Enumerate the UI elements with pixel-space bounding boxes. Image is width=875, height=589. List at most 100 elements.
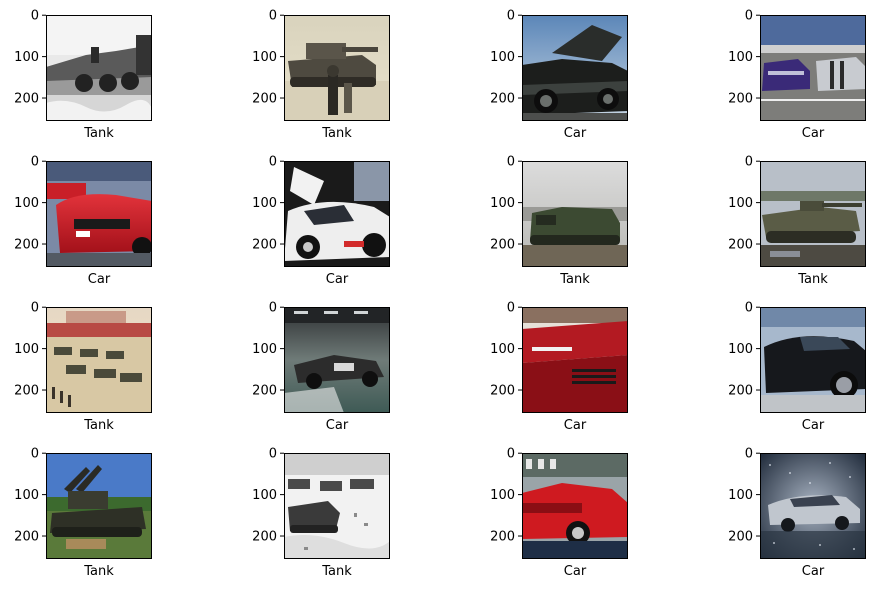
axes-frame xyxy=(522,453,628,559)
y-tick-label: 100 xyxy=(252,488,277,503)
y-tick-label: 0 xyxy=(31,9,39,24)
panel-14: 0 100 200 Tank xyxy=(252,447,390,579)
y-tick-label: 100 xyxy=(14,50,39,65)
y-tick-label: 200 xyxy=(728,384,753,399)
panel-image xyxy=(522,307,628,413)
y-tick-label: 100 xyxy=(252,342,277,357)
y-tick-label: 200 xyxy=(490,530,515,545)
panel-2: 0 100 200 Tank xyxy=(252,9,390,141)
panel-7: 0 100 200 Tank xyxy=(490,155,628,287)
y-tick-label: 100 xyxy=(252,50,277,65)
y-tick-label: 200 xyxy=(728,238,753,253)
y-tick-label: 100 xyxy=(14,488,39,503)
y-tick-label: 0 xyxy=(269,9,277,24)
y-tick-label: 200 xyxy=(252,92,277,107)
panel-13: 0 100 200 Tank xyxy=(14,447,152,579)
panel-image xyxy=(522,161,628,267)
y-tick-label: 0 xyxy=(31,447,39,462)
y-tick-label: 200 xyxy=(490,384,515,399)
y-tick-label: 200 xyxy=(14,384,39,399)
panel-16: 0 100 200 Car xyxy=(728,447,866,579)
axes-frame xyxy=(284,15,390,121)
y-tick-label: 0 xyxy=(507,301,515,316)
y-tick-label: 0 xyxy=(269,155,277,170)
panel-label: Car xyxy=(326,272,349,287)
panel-12: 0 100 200 Car xyxy=(728,301,866,433)
y-tick-label: 100 xyxy=(728,196,753,211)
y-tick-label: 100 xyxy=(728,488,753,503)
panel-label: Car xyxy=(564,564,587,579)
panel-label: Tank xyxy=(83,564,114,579)
panel-10: 0 100 200 Car xyxy=(252,301,390,433)
panel-8: 0 100 200 Tank xyxy=(728,155,866,287)
y-tick-label: 0 xyxy=(269,301,277,316)
panel-image xyxy=(760,15,866,121)
axes-frame xyxy=(522,307,628,413)
panel-1: 0 100 200 Tank xyxy=(14,9,152,141)
panel-label: Car xyxy=(88,272,111,287)
y-tick-label: 200 xyxy=(252,384,277,399)
panel-label: Tank xyxy=(321,564,352,579)
panel-label: Car xyxy=(802,418,825,433)
y-tick-label: 100 xyxy=(728,50,753,65)
y-tick-label: 200 xyxy=(252,238,277,253)
panel-label: Car xyxy=(564,126,587,141)
y-tick-label: 200 xyxy=(14,238,39,253)
y-tick-label: 0 xyxy=(745,301,753,316)
y-tick-label: 0 xyxy=(507,9,515,24)
panel-image xyxy=(760,453,866,559)
panel-6: 0 100 200 Car xyxy=(252,155,390,287)
y-tick-label: 100 xyxy=(490,50,515,65)
axes-frame xyxy=(284,453,390,559)
axes-frame xyxy=(284,307,390,413)
panel-label: Tank xyxy=(559,272,590,287)
axes-frame xyxy=(46,15,152,121)
y-tick-label: 200 xyxy=(728,530,753,545)
panel-label: Tank xyxy=(83,126,114,141)
axes-frame xyxy=(46,161,152,267)
axes-frame xyxy=(760,453,866,559)
panel-image xyxy=(522,15,628,121)
panels-layer: 0 100 200 Tank 0 100 200 Tank 0 100 200 Car 0 100 200 C… xyxy=(14,9,866,579)
y-tick-label: 0 xyxy=(745,447,753,462)
panel-4: 0 100 200 Car xyxy=(728,9,866,141)
y-tick-label: 0 xyxy=(507,155,515,170)
axes-frame xyxy=(46,453,152,559)
y-tick-label: 200 xyxy=(14,530,39,545)
y-tick-label: 200 xyxy=(252,530,277,545)
panel-image xyxy=(46,15,152,121)
panel-image xyxy=(760,307,866,413)
y-tick-label: 0 xyxy=(31,155,39,170)
panel-5: 0 100 200 Car xyxy=(14,155,152,287)
panel-image xyxy=(284,453,390,559)
panel-image xyxy=(284,15,390,121)
panel-11: 0 100 200 Car xyxy=(490,301,628,433)
y-tick-label: 100 xyxy=(14,196,39,211)
y-tick-label: 0 xyxy=(745,155,753,170)
panel-image xyxy=(522,453,628,559)
y-tick-label: 200 xyxy=(14,92,39,107)
axes-frame xyxy=(522,15,628,121)
y-tick-label: 100 xyxy=(252,196,277,211)
panel-label: Car xyxy=(326,418,349,433)
panel-label: Tank xyxy=(83,418,114,433)
axes-frame xyxy=(760,307,866,413)
panel-image xyxy=(46,307,152,413)
panel-image xyxy=(284,161,390,267)
axes-frame xyxy=(46,307,152,413)
axes-frame xyxy=(522,161,628,267)
y-tick-label: 100 xyxy=(14,342,39,357)
panel-label: Tank xyxy=(321,126,352,141)
y-tick-label: 100 xyxy=(490,342,515,357)
y-tick-label: 100 xyxy=(728,342,753,357)
axes-frame xyxy=(760,161,866,267)
y-tick-label: 0 xyxy=(507,447,515,462)
axes-frame xyxy=(760,15,866,121)
y-tick-label: 200 xyxy=(490,238,515,253)
axes-frame xyxy=(284,161,390,267)
panel-9: 0 100 200 Tank xyxy=(14,301,152,433)
panel-label: Car xyxy=(802,126,825,141)
panel-3: 0 100 200 Car xyxy=(490,9,628,141)
panel-15: 0 100 200 Car xyxy=(490,447,628,579)
